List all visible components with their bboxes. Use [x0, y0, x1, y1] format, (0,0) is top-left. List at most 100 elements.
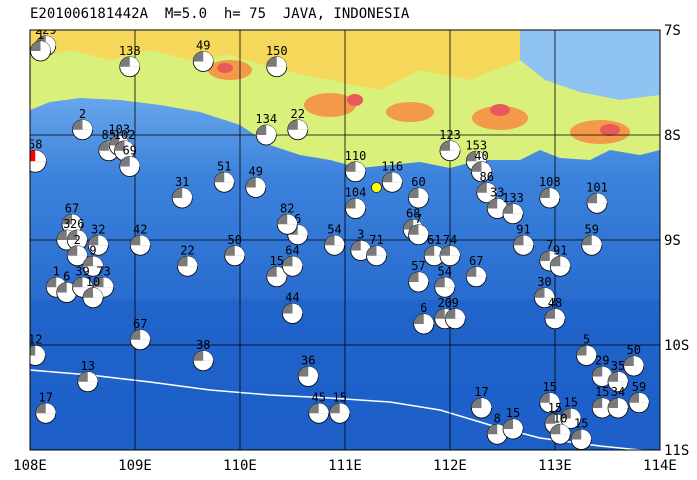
focal-mechanism[interactable]: 82	[276, 201, 298, 235]
mechanism-label: 15	[574, 417, 588, 431]
focal-mechanism[interactable]: 102	[114, 128, 136, 162]
focal-mechanism[interactable]: 54	[434, 264, 456, 298]
axis-labels: 108E 109E 110E 111E 112E 113E 114E 7S 8S 9S 10S 11S	[13, 23, 689, 474]
focal-mechanism[interactable]: 5	[576, 333, 597, 366]
focal-mechanism[interactable]: 8	[486, 411, 508, 445]
lon-tick-label: 110E	[223, 458, 257, 474]
mechanism-label: 15	[548, 401, 562, 415]
focal-mechanism[interactable]: 91	[513, 222, 534, 256]
focal-mechanism[interactable]: 71	[366, 233, 387, 267]
focal-mechanism[interactable]: 12	[25, 333, 46, 366]
focal-mechanism[interactable]: 22	[287, 107, 309, 141]
focal-mechanism[interactable]: 33	[486, 186, 508, 219]
focal-mechanism[interactable]: 108	[539, 175, 561, 209]
dilatational-quadrant	[444, 277, 455, 288]
focal-mechanism[interactable]: 67	[129, 317, 151, 351]
mechanism-label: 20	[438, 296, 452, 310]
focal-mechanism[interactable]: 91	[549, 243, 571, 277]
focal-mechanism[interactable]: 150	[266, 44, 288, 78]
focal-mechanism[interactable]: 50	[623, 343, 645, 377]
focal-mechanism[interactable]: 35	[607, 359, 629, 393]
focal-mechanism[interactable]: 32	[87, 222, 109, 256]
focal-mechanism[interactable]: 86	[476, 170, 498, 204]
focal-mechanism[interactable]: 67	[465, 254, 487, 288]
focal-mechanism[interactable]: 45	[308, 390, 330, 424]
mechanism-label: 15	[543, 380, 557, 394]
focal-mechanism[interactable]: 36	[297, 354, 319, 387]
focal-mechanism[interactable]: 6	[56, 270, 78, 303]
focal-mechanism[interactable]: 48	[544, 296, 566, 330]
lon-tick-label: 111E	[328, 458, 362, 474]
lat-tick-label: 8S	[664, 128, 681, 144]
focal-mechanism[interactable]: 59	[581, 222, 603, 256]
focal-mechanism[interactable]: 49	[245, 165, 267, 198]
focal-mechanism[interactable]: 38	[192, 338, 214, 372]
focal-mechanism[interactable]: 54	[324, 222, 345, 256]
focal-mechanism[interactable]: 7	[408, 212, 429, 246]
focal-mechanism[interactable]: 15	[560, 396, 582, 429]
focal-mechanism[interactable]: 134	[255, 112, 277, 146]
focal-mechanism[interactable]: 13	[77, 359, 99, 393]
mechanism-label: 50	[228, 233, 242, 247]
focal-mechanism[interactable]: 10	[549, 411, 571, 445]
focal-mechanism[interactable]: 9	[444, 296, 466, 330]
focal-mechanism[interactable]: 104	[345, 186, 367, 219]
focal-mechanism[interactable]: 133	[502, 191, 524, 225]
focal-mechanism[interactable]: 6	[413, 301, 435, 335]
focal-mechanism[interactable]: 69	[119, 144, 141, 177]
focal-mechanism[interactable]: 30	[534, 275, 555, 309]
focal-mechanism[interactable]: 74	[439, 233, 461, 267]
focal-mechanism[interactable]: 67	[61, 201, 83, 235]
focal-mechanism[interactable]: 123	[439, 128, 461, 162]
focal-mechanism[interactable]: 15	[502, 406, 524, 440]
focal-mechanism[interactable]: 49	[192, 39, 214, 72]
focal-mechanism[interactable]: 31	[171, 175, 193, 209]
focal-mechanism[interactable]: 17	[35, 390, 57, 424]
mechanism-label: 15	[564, 396, 578, 410]
focal-mechanism[interactable]: 15	[539, 380, 561, 414]
mechanism-label: 86	[480, 170, 494, 184]
focal-mechanism[interactable]: 50	[224, 233, 246, 267]
mechanism-label: 153	[465, 138, 487, 152]
mechanism-label: 6	[294, 212, 301, 226]
mechanism-label: 71	[369, 233, 383, 247]
dilatational-quadrant	[287, 214, 298, 225]
focal-mechanism[interactable]: 40	[471, 149, 492, 183]
focal-mechanism[interactable]: 59	[628, 380, 650, 414]
focal-mechanism[interactable]: 2	[72, 107, 93, 141]
mechanism-label: 138	[119, 44, 141, 58]
dilatational-quadrant	[182, 188, 193, 198]
focal-mechanism[interactable]: 51	[213, 159, 235, 193]
focal-mechanism[interactable]: 15	[570, 417, 592, 450]
focal-mechanism[interactable]: 110	[345, 149, 367, 183]
focal-mechanism[interactable]: 116	[381, 159, 403, 193]
focal-mechanism[interactable]: 60	[408, 175, 429, 209]
focal-mechanism[interactable]: 64	[282, 243, 303, 277]
mechanism-label: 104	[345, 186, 367, 200]
focal-mechanism[interactable]: 101	[586, 180, 608, 214]
dilatational-quadrant	[481, 161, 492, 172]
focal-mechanism[interactable]: 3	[350, 228, 372, 261]
focal-mechanism[interactable]: 17	[471, 385, 492, 419]
focal-mechanism[interactable]: 2	[66, 233, 88, 267]
target-event[interactable]: 58	[24, 137, 47, 173]
mechanism-label: 48	[548, 296, 562, 310]
focal-mechanism[interactable]: 10	[82, 275, 104, 309]
focal-mechanism[interactable]: 42	[129, 222, 151, 256]
focal-mechanism[interactable]: 34	[607, 385, 629, 419]
dilatational-quadrant	[360, 240, 371, 251]
mechanism-label: 12	[28, 333, 42, 347]
focal-mechanism[interactable]: 22	[177, 243, 198, 277]
dilatational-quadrant	[450, 245, 460, 256]
focal-mechanism[interactable]: 29	[591, 354, 613, 387]
focal-mechanism[interactable]: 9	[82, 243, 104, 277]
mechanism-label: 54	[327, 222, 341, 236]
focal-mechanism[interactable]: 138	[119, 44, 141, 78]
peak-4	[217, 63, 233, 73]
focal-mechanism[interactable]: 44	[282, 291, 303, 324]
focal-mechanism[interactable]: 15	[266, 254, 288, 288]
focal-mechanism[interactable]: 15	[329, 390, 351, 424]
dilatational-quadrant	[93, 256, 103, 267]
focal-mechanism[interactable]: 57	[408, 259, 429, 293]
